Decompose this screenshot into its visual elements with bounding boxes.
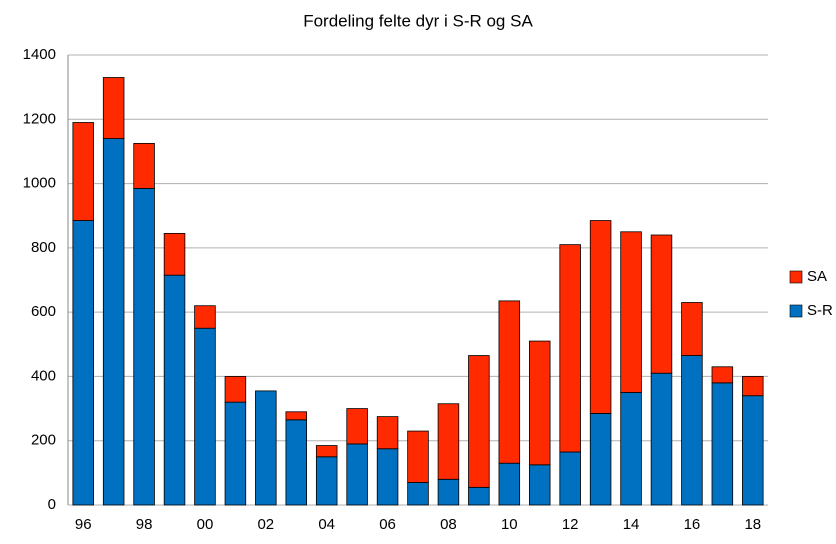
bar-segment	[559, 451, 581, 506]
bar-segment	[376, 448, 399, 506]
x-tick-label: 04	[318, 516, 335, 533]
bar-segment	[589, 412, 612, 506]
bar-segment	[589, 220, 612, 414]
bar-segment	[528, 340, 551, 466]
x-tick-label: 18	[744, 516, 761, 533]
legend-swatch	[789, 270, 803, 284]
bar-segment	[102, 138, 125, 506]
bar-segment	[437, 403, 460, 480]
bar-segment	[315, 445, 338, 458]
bar-segment	[163, 274, 186, 506]
x-tick-label: 10	[501, 516, 518, 533]
bar-segment	[315, 456, 338, 506]
bar-segment	[681, 302, 703, 356]
bar-segment	[194, 327, 216, 506]
bar-segment	[407, 430, 429, 483]
bar-segment	[72, 220, 94, 506]
bar-segment	[620, 392, 642, 506]
bar-segment	[650, 234, 673, 374]
bar-segment	[285, 411, 308, 421]
x-tick-label: 12	[562, 516, 579, 533]
bar-segment	[468, 355, 490, 488]
bar-segment	[437, 478, 460, 506]
bar-segment	[224, 376, 247, 403]
bar-segment	[650, 372, 673, 506]
legend-swatch	[789, 304, 803, 318]
bar-segment	[376, 416, 399, 450]
bar-segment	[711, 382, 734, 506]
bar-segment	[285, 419, 308, 506]
x-tick-label: 98	[136, 516, 153, 533]
legend-label: S-R	[807, 302, 833, 319]
y-tick-label: 400	[31, 367, 56, 384]
y-tick-label: 800	[31, 239, 56, 256]
bar-segment	[711, 366, 734, 384]
bar-segment	[559, 244, 581, 453]
bar-segment	[346, 443, 368, 506]
y-tick-label: 0	[48, 496, 56, 513]
chart-title: Fordeling felte dyr i S-R og SA	[303, 11, 533, 30]
bar-segment	[742, 395, 764, 506]
x-tick-label: 08	[440, 516, 457, 533]
bar-segment	[224, 401, 247, 506]
bar-segment	[498, 462, 521, 506]
y-tick-label: 200	[31, 432, 56, 449]
bar-segment	[620, 231, 642, 393]
legend-label: SA	[807, 268, 827, 285]
bar-segment	[163, 232, 186, 276]
y-tick-label: 1200	[23, 110, 56, 127]
x-tick-label: 06	[379, 516, 396, 533]
bar-segment	[255, 390, 277, 506]
x-tick-label: 16	[684, 516, 701, 533]
x-tick-label: 96	[75, 516, 92, 533]
bar-segment	[194, 305, 216, 329]
x-tick-label: 14	[623, 516, 640, 533]
bar-segment	[681, 355, 703, 506]
bar-segment	[102, 77, 125, 139]
y-tick-label: 1000	[23, 175, 56, 192]
x-tick-label: 02	[257, 516, 274, 533]
bar-segment	[498, 300, 521, 464]
x-tick-label: 00	[197, 516, 214, 533]
bar-segment	[742, 376, 764, 397]
y-tick-label: 1400	[23, 46, 56, 63]
bar-segment	[133, 142, 155, 189]
bar-segment	[528, 464, 551, 506]
y-tick-label: 600	[31, 303, 56, 320]
bar-segment	[72, 122, 94, 221]
bar-segment	[346, 408, 368, 445]
bar-segment	[468, 486, 490, 506]
bar-segment	[133, 187, 155, 506]
bar-segment	[407, 482, 429, 506]
